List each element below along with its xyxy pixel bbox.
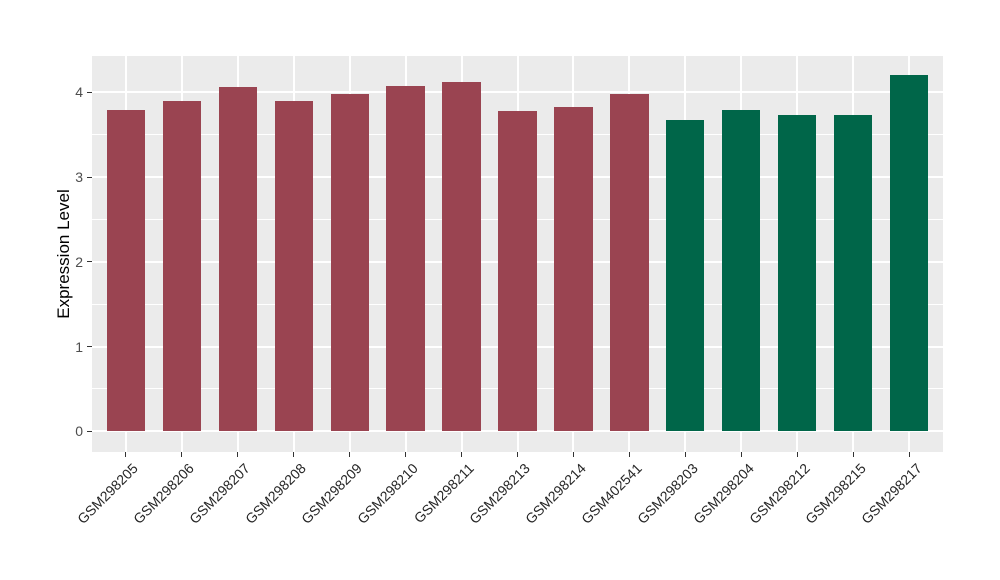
y-tick-mark: [87, 261, 92, 263]
x-tick-mark: [293, 452, 295, 457]
x-tick-mark: [628, 452, 630, 457]
y-tick-mark: [87, 346, 92, 348]
x-tick-mark: [181, 452, 183, 457]
x-tick-mark: [517, 452, 518, 457]
x-tick-mark: [125, 452, 127, 457]
plot-panel: [92, 56, 943, 452]
x-tick-mark: [684, 452, 686, 457]
bar-GSM298207: [218, 86, 257, 432]
bar-GSM298205: [106, 110, 145, 432]
x-tick-mark: [405, 452, 407, 457]
y-tick-mark: [87, 430, 92, 432]
bar-GSM298210: [386, 85, 425, 432]
bar-GSM298215: [834, 115, 873, 432]
x-tick-mark: [908, 452, 910, 457]
y-tick-label: 0: [75, 423, 83, 440]
bar-GSM298209: [330, 94, 369, 432]
y-tick-label: 4: [75, 84, 83, 101]
bar-GSM402541: [610, 94, 649, 432]
bar-GSM298212: [778, 115, 817, 432]
x-tick-mark: [852, 452, 854, 457]
y-tick-label: 3: [75, 169, 83, 186]
y-tick-label: 2: [75, 253, 83, 270]
bar-GSM298217: [890, 75, 929, 432]
x-tick-mark: [740, 452, 742, 457]
bar-GSM298211: [442, 82, 481, 432]
x-tick-mark: [461, 452, 462, 457]
bar-GSM298213: [498, 111, 537, 432]
bar-GSM298204: [722, 110, 761, 432]
bar-GSM298214: [554, 106, 593, 432]
x-tick-mark: [572, 452, 574, 457]
bar-GSM298208: [274, 100, 313, 432]
bar-GSM298206: [162, 100, 201, 432]
x-tick-mark: [349, 452, 351, 457]
x-tick-mark: [796, 452, 798, 457]
y-tick-mark: [87, 91, 92, 93]
y-tick-label: 1: [75, 338, 83, 355]
bar-GSM298203: [666, 120, 705, 432]
y-tick-mark: [87, 176, 92, 178]
x-tick-mark: [237, 452, 239, 457]
